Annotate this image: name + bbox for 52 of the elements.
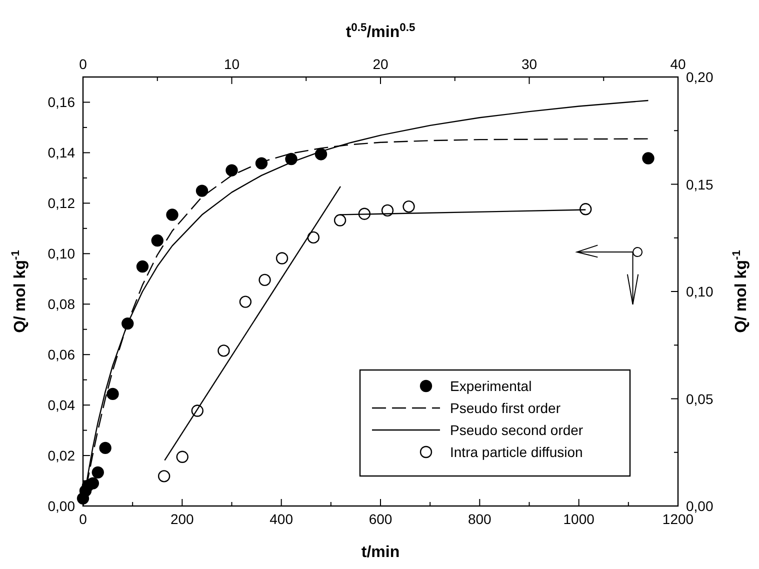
point xyxy=(106,388,119,400)
legend-label: Experimental xyxy=(450,378,532,394)
legend-label: Pseudo first order xyxy=(450,400,561,416)
point xyxy=(86,477,100,490)
legend-label: Pseudo second order xyxy=(450,422,584,438)
point xyxy=(92,466,104,479)
x-tick-label: 1200 xyxy=(662,511,694,527)
y2-tick-label: 0,20 xyxy=(686,69,714,85)
point xyxy=(136,260,149,273)
point xyxy=(166,208,178,221)
y2-tick-label: 0,15 xyxy=(686,176,714,192)
point xyxy=(151,234,164,247)
x2-tick-label: 10 xyxy=(224,56,240,72)
point xyxy=(176,450,188,463)
point xyxy=(334,214,346,226)
x-tick-label: 400 xyxy=(270,511,294,527)
point xyxy=(196,184,208,197)
x-tick-label: 1000 xyxy=(563,511,595,527)
point xyxy=(258,274,271,286)
y2-tick-label: 0,10 xyxy=(686,284,714,300)
y2-tick-label: 0,00 xyxy=(686,498,714,514)
y-tick-label: 0,06 xyxy=(48,346,76,363)
y-tick-label: 0,14 xyxy=(48,144,76,161)
x-tick-label: 200 xyxy=(170,511,194,527)
y-tick-label: 0,16 xyxy=(48,94,76,110)
y-tick-label: 0,12 xyxy=(48,195,76,212)
x2-tick-label: 20 xyxy=(372,56,388,72)
x2-tick-label: 30 xyxy=(521,56,538,72)
x2-axis-title: t$^{0.5}$/min$^{0.5}$ xyxy=(346,22,416,41)
y-tick-label: 0,04 xyxy=(48,397,76,414)
point xyxy=(99,442,112,454)
point xyxy=(307,231,320,244)
x-tick-label: 600 xyxy=(368,511,392,527)
y-tick-label: 0,00 xyxy=(48,498,76,514)
point xyxy=(642,152,654,164)
x-tick-label: 0 xyxy=(79,511,88,527)
y-tick-label: 0,08 xyxy=(48,296,76,312)
x2-tick-label: 40 xyxy=(670,56,686,72)
point xyxy=(226,164,238,176)
y-tick-label: 0,10 xyxy=(48,246,76,262)
legend-label: Intra particle diffusion xyxy=(450,444,583,460)
point xyxy=(276,252,288,264)
point xyxy=(580,203,592,216)
x-tick-label: 800 xyxy=(468,511,492,527)
point xyxy=(402,200,415,213)
y2-tick-label: 0,05 xyxy=(686,390,714,407)
y-tick-label: 0,02 xyxy=(48,448,76,464)
point xyxy=(239,296,252,308)
x2-tick-label: 0 xyxy=(79,56,88,72)
point xyxy=(158,470,170,482)
x-axis-title: t/min xyxy=(361,544,400,561)
point xyxy=(218,344,230,357)
